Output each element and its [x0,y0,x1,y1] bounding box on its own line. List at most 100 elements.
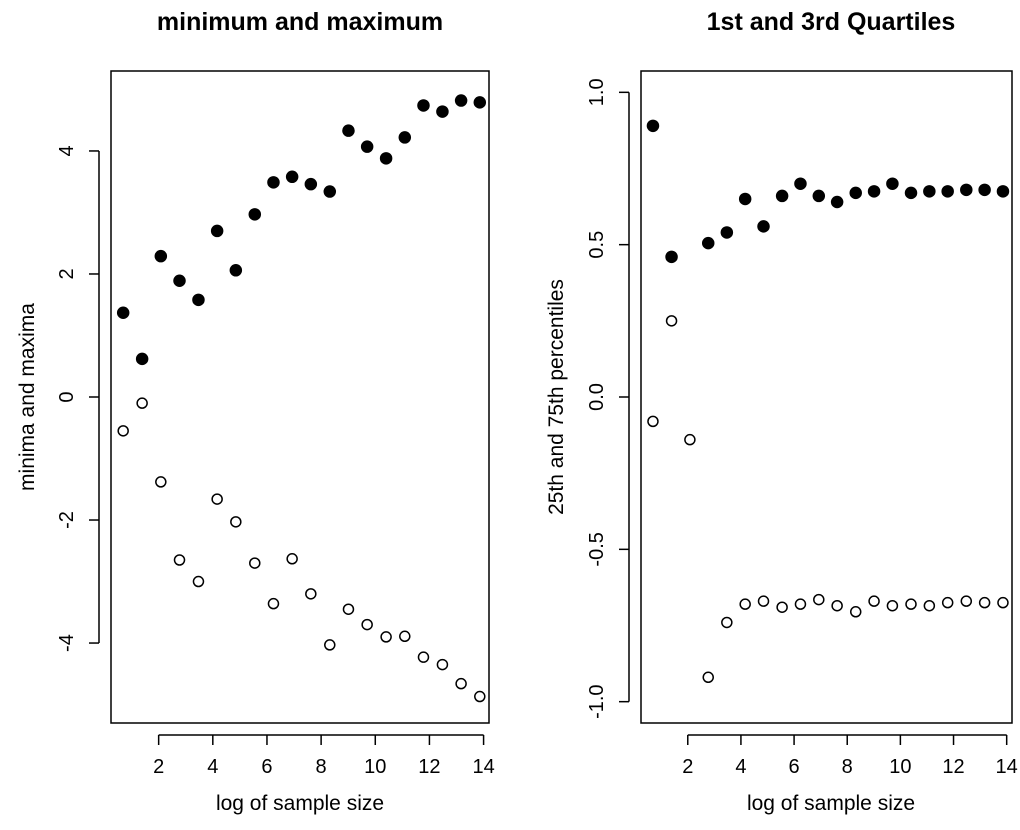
point-open [136,397,148,409]
x-tick-label: 6 [789,756,800,778]
point-filled [116,306,130,319]
point-filled [285,170,299,184]
point-filled [154,249,168,263]
point-filled [941,185,954,198]
point-open [324,639,336,651]
point-filled [996,185,1010,198]
x-tick-label: 6 [261,756,272,778]
point-filled [342,124,355,137]
point-open [211,493,223,505]
x-axis: 2 4 6 8 10 12 14 [153,734,495,778]
x-tick-label: 12 [418,756,440,778]
y-axis-label: 25th and 75th percentiles [545,279,568,515]
point-open [813,593,825,606]
point-filled [720,226,734,239]
point-filled [323,185,337,198]
y-tick-label: -2 [56,511,78,529]
x-tick-label: 4 [735,756,746,778]
x-tick-label: 14 [472,756,494,778]
panel-minmax: minimum and maximum 2 4 6 8 10 12 14 -4 -2 0 2 4 l… [16,8,495,815]
point-open [117,425,129,437]
point-filled [454,94,468,107]
point-filled [886,177,899,190]
x-tick-label: 2 [153,756,164,778]
point-open [286,553,298,565]
y-tick-label: -0.5 [586,532,608,566]
x-tick-label: 8 [316,756,327,778]
plot-frame [640,70,1013,724]
y-axis: -4 -2 0 2 4 [56,145,100,652]
point-open [978,596,991,609]
y-tick-label: 1.0 [586,78,608,106]
y-tick-label: 0.0 [586,383,608,411]
point-open [380,631,392,643]
point-filled [210,224,224,238]
y-tick-label: -4 [56,634,78,652]
x-tick-label: 4 [207,756,218,778]
point-filled [229,264,243,277]
point-filled [135,352,149,366]
point-open [905,598,917,610]
point-open [361,618,373,631]
point-open [923,599,936,612]
x-axis-label: log of sample size [747,792,915,815]
point-open [399,630,411,643]
point-open [997,596,1009,609]
x-axis-label: log of sample size [216,792,384,815]
point-filled [646,119,660,133]
panel-quartiles: 1st and 3rd Quartiles 2 4 6 8 10 12 14 -1.0 -0.… [545,8,1018,815]
point-open [417,651,430,663]
point-open [849,606,862,618]
point-open [647,415,659,428]
point-open [230,516,242,528]
plot-points [646,119,1010,684]
point-filled [738,192,752,206]
point-open [305,588,317,600]
point-open [455,677,467,690]
point-filled [173,274,186,287]
y-axis: -1.0 -0.5 0.0 0.5 1.0 [586,78,630,719]
chart-title: minimum and maximum [157,8,443,36]
point-filled [379,152,393,165]
point-open [831,599,843,612]
y-axis-label: minima and maxima [16,303,39,491]
point-open [886,599,899,612]
x-tick-label: 10 [364,756,386,778]
point-filled [360,140,374,153]
x-tick-label: 8 [842,756,853,778]
point-filled [960,183,973,197]
point-filled [473,96,487,109]
point-open [684,433,696,446]
point-open [960,595,973,607]
point-open [474,690,486,703]
plot-frame [110,70,490,724]
point-open [941,596,954,609]
point-filled [304,177,318,191]
point-open [173,554,186,566]
point-filled [436,105,449,118]
point-open [155,476,167,488]
y-tick-label: 4 [56,145,78,156]
point-filled [867,185,881,198]
point-filled [830,195,844,209]
y-tick-label: -1.0 [586,684,608,718]
point-filled [248,208,262,221]
point-open [702,671,714,684]
point-open [794,598,807,610]
x-axis: 2 4 6 8 10 12 14 [682,734,1018,778]
x-tick-label: 2 [682,756,693,778]
point-open [436,658,449,671]
point-filled [849,186,862,200]
point-open [868,595,880,607]
point-filled [665,250,678,264]
point-open [249,557,261,569]
x-tick-label: 14 [996,756,1018,778]
y-tick-label: 2 [56,268,78,279]
y-tick-label: 0.5 [586,231,608,259]
point-filled [794,177,807,190]
point-filled [192,293,205,307]
point-open [267,597,280,610]
point-filled [978,183,991,197]
chart-title: 1st and 3rd Quartiles [707,8,956,36]
